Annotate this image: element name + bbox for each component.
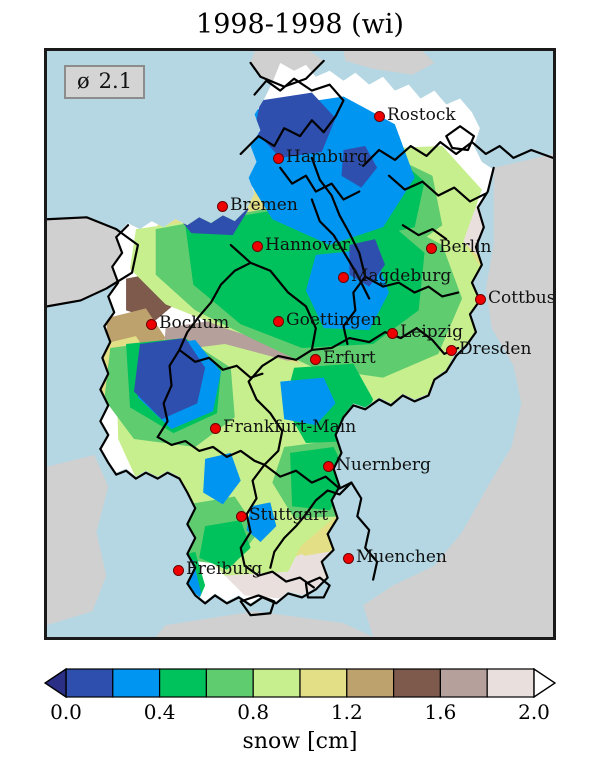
colorbar-swatches — [44, 668, 556, 698]
city-label: Hamburg — [286, 147, 368, 167]
mean-value-badge: ø 2.1 — [64, 65, 146, 100]
city-label: Frankfurt-Main — [223, 417, 357, 437]
colorbar-band — [205, 668, 254, 698]
colorbar-axis-label: snow [cm] — [242, 729, 358, 754]
city-dot-icon — [251, 240, 263, 252]
city-dot-icon — [342, 552, 354, 564]
colorbar-under-arrow — [44, 668, 67, 698]
city-dot-icon — [145, 318, 157, 330]
city-label: Berlin — [439, 237, 492, 257]
colorbar-band — [439, 668, 488, 698]
colorbar-band — [65, 668, 114, 698]
city-dot-icon — [172, 564, 184, 576]
city-label: Rostock — [387, 105, 456, 125]
colorbar-tick: 0.8 — [237, 700, 270, 724]
city-label: Muenchen — [356, 547, 447, 567]
colorbar-band — [252, 668, 301, 698]
city-label: Freiburg — [186, 559, 263, 579]
city-dot-icon — [216, 200, 228, 212]
city-dot-icon — [445, 344, 457, 356]
colorbar-band — [299, 668, 348, 698]
colorbar-band — [486, 668, 535, 698]
city-dot-icon — [373, 110, 385, 122]
city-dot-icon — [337, 271, 349, 283]
colorbar-band — [158, 668, 207, 698]
colorbar-band — [112, 668, 161, 698]
city-dot-icon — [474, 293, 486, 305]
city-dot-icon — [272, 152, 284, 164]
colorbar-tick: 1.2 — [330, 700, 363, 724]
city-label: Cottbus — [488, 288, 556, 308]
foreign-land-layer — [47, 51, 553, 637]
city-label: Erfurt — [323, 348, 376, 368]
city-label: Leipzig — [400, 322, 463, 342]
colorbar-tick: 2.0 — [518, 700, 550, 724]
mean-value: 2.1 — [98, 69, 133, 93]
city-dot-icon — [209, 422, 221, 434]
colorbar-tick: 0.0 — [50, 700, 82, 724]
city-label: Hannover — [265, 235, 350, 255]
city-dot-icon — [386, 327, 398, 339]
colorbar-tick: 0.4 — [143, 700, 176, 724]
colorbar-over-arrow — [533, 668, 556, 698]
city-label: Stuttgart — [249, 505, 329, 525]
city-label: Nuernberg — [336, 455, 431, 475]
city-label: Magdeburg — [351, 266, 452, 286]
city-label: Bochum — [159, 313, 230, 333]
colorbar[interactable] — [44, 668, 556, 698]
city-dot-icon — [235, 510, 247, 522]
colorbar-tick: 1.6 — [424, 700, 457, 724]
colorbar-band — [346, 668, 395, 698]
page-title: 1998-1998 (wi) — [196, 9, 404, 40]
city-label: Dresden — [459, 339, 532, 359]
border-lines-layer — [47, 59, 553, 617]
colorbar-tick-labels: 0.0 0.4 0.8 1.2 1.6 2.0 — [44, 700, 556, 726]
city-label: Bremen — [230, 195, 298, 215]
city-dot-icon — [272, 315, 284, 327]
city-dot-icon — [309, 353, 321, 365]
map-panel[interactable]: ø 2.1 Rostock Hamburg Bremen Hannover Berlin… — [44, 48, 556, 640]
map-canvas — [47, 51, 553, 637]
city-label: Goettingen — [286, 310, 382, 330]
colorbar-band — [393, 668, 442, 698]
city-dot-icon — [425, 242, 437, 254]
city-dot-icon — [322, 460, 334, 472]
diameter-symbol-icon: ø — [77, 69, 90, 93]
